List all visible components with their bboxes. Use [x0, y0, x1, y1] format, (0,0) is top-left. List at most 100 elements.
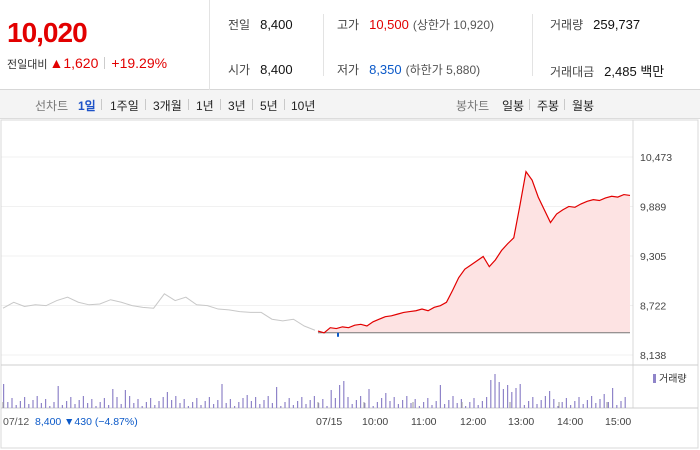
volume-bar — [70, 397, 72, 408]
period-3m-button[interactable]: 3개월 — [153, 99, 182, 113]
price-series — [2, 170, 631, 337]
x-tick-label: 14:00 — [557, 416, 583, 428]
volume-bar — [179, 403, 181, 408]
stat-value: 8,350 — [369, 62, 402, 77]
volume-bar — [586, 400, 588, 408]
y-tick-label: 10,473 — [640, 152, 672, 164]
volume-bar — [225, 403, 227, 408]
volume-bar — [61, 405, 63, 408]
volume-bar — [519, 384, 521, 408]
price-area — [318, 171, 630, 333]
divider — [532, 14, 533, 76]
volume-bar — [103, 398, 105, 408]
daily-candle-button[interactable]: 일봉 — [502, 99, 525, 113]
volume-bar — [141, 406, 143, 408]
volume-bar — [322, 399, 324, 408]
volume-bar — [192, 402, 194, 408]
y-tick-label: 8,722 — [640, 301, 666, 313]
volume-bar — [410, 403, 412, 408]
volume-bar — [620, 401, 622, 408]
stat-label: 고가 — [337, 18, 360, 32]
period-10y-button[interactable]: 10년 — [291, 99, 316, 113]
volume-bar — [435, 401, 437, 408]
volume-bar — [414, 399, 416, 408]
volume-bar — [116, 397, 118, 408]
volume-bar — [448, 400, 450, 408]
volume-bar — [200, 405, 202, 408]
weekly-candle-button[interactable]: 주봉 — [537, 99, 560, 113]
line-chart-label: 선차트 — [35, 99, 69, 113]
stat-value: 8,400 — [260, 17, 293, 32]
volume-bar — [3, 384, 5, 408]
x-tick-label: 07/15 — [316, 416, 342, 428]
volume-bar — [318, 403, 320, 408]
price-chart[interactable]: 10,473 9,889 9,305 8,722 8,138 07/15 10:00 11:… — [0, 119, 700, 450]
stat-label: 시가 — [228, 63, 251, 77]
prev-day-footer: 07/12 8,400 ▼430 (−4.87%) — [3, 416, 138, 428]
current-price: 10,020 — [7, 17, 88, 48]
volume-bar — [456, 403, 458, 408]
volume-bar — [95, 406, 97, 408]
volume-bar — [326, 406, 328, 408]
volume-bar — [129, 396, 131, 408]
volume-bar — [502, 389, 504, 408]
volume-bar — [418, 406, 420, 408]
stat-label: 전일 — [228, 18, 251, 32]
volume-bar — [469, 402, 471, 408]
y-tick-label: 9,305 — [640, 251, 666, 263]
volume-bar — [154, 405, 156, 408]
period-1d-button[interactable]: 1일 — [78, 99, 96, 113]
stat-value: 8,400 — [260, 62, 293, 77]
period-1y-button[interactable]: 1년 — [196, 99, 214, 113]
volume-bar — [603, 394, 605, 408]
volume-bar — [15, 405, 17, 408]
volume-bar — [196, 398, 198, 408]
stat-label: 거래량 — [550, 18, 584, 32]
volume-bar — [486, 397, 488, 408]
volume-bar — [49, 406, 51, 408]
volume-bar — [515, 388, 517, 408]
volume-bar — [32, 400, 34, 408]
volume-bar — [112, 389, 114, 408]
volume-bar — [280, 406, 282, 408]
volume-bar — [284, 402, 286, 408]
price-axis: 10,473 9,889 9,305 8,722 8,138 — [640, 152, 672, 362]
price-box: 10,020 전일대비 ▲1,620 +19.29% — [0, 0, 210, 90]
volume-bar — [313, 396, 315, 408]
volume-bar — [276, 387, 278, 408]
volume-bar — [477, 405, 479, 408]
volume-bar — [297, 401, 299, 408]
prev-close: 8,400 — [35, 416, 61, 428]
divider — [101, 99, 102, 110]
volume-bar — [40, 403, 42, 408]
volume-bar — [532, 397, 534, 408]
volume-bar — [271, 403, 273, 408]
volume-bar — [108, 405, 110, 408]
volume-bar — [162, 397, 164, 408]
x-tick-label: 11:00 — [411, 416, 437, 428]
monthly-candle-button[interactable]: 월봉 — [572, 99, 595, 113]
period-3y-button[interactable]: 3년 — [228, 99, 246, 113]
prev-change: ▼430 (−4.87%) — [64, 416, 138, 428]
volume-bar — [591, 396, 593, 408]
chart-frame — [0, 119, 699, 449]
period-5y-button[interactable]: 5년 — [260, 99, 278, 113]
volume-bar — [498, 382, 500, 408]
volume-bar — [574, 401, 576, 408]
volume-bar — [578, 397, 580, 408]
divider — [284, 99, 285, 110]
volume-bar — [309, 400, 311, 408]
divider — [564, 99, 565, 110]
volume-bar — [385, 393, 387, 408]
today-price-line — [317, 170, 631, 334]
period-1w-button[interactable]: 1주일 — [110, 99, 139, 113]
volume-bar — [406, 396, 408, 408]
stat-label: 저가 — [337, 63, 360, 77]
volume-bar — [351, 404, 353, 408]
volume-bar — [553, 399, 555, 408]
volume-bar — [582, 404, 584, 408]
volume-bar — [45, 399, 47, 408]
divider — [145, 99, 146, 110]
volume-bar — [150, 398, 152, 408]
volume-bar — [528, 401, 530, 408]
